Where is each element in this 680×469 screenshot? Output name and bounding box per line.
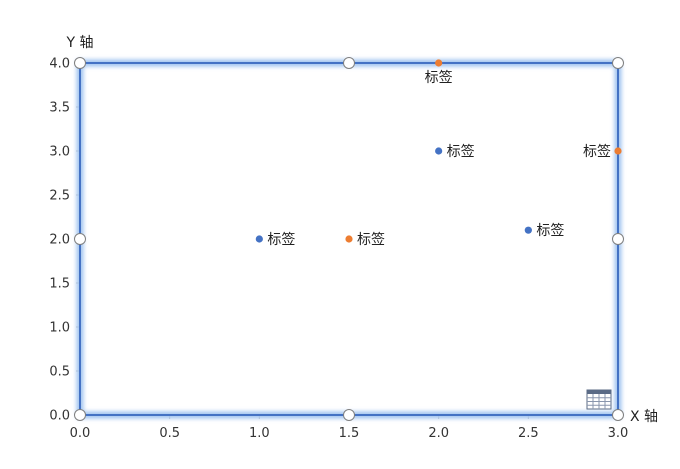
scatter-point (435, 147, 443, 155)
axes: 0.0 0.5 1.0 1.5 2.0 2.5 3.0 3.5 4.0 0.0 0.5 1.0 1.5 2… (49, 35, 658, 441)
data-label: 标签 (425, 69, 453, 86)
data-table-icon-header (587, 390, 611, 394)
x-tick-label: 1.5 (339, 426, 360, 441)
x-axis-title: X 轴 (630, 409, 658, 425)
data-points (255, 59, 622, 243)
x-tick-label: 2.0 (428, 426, 449, 441)
resize-handle[interactable] (612, 409, 624, 421)
resize-handle[interactable] (74, 409, 86, 421)
resize-handle[interactable] (612, 57, 624, 69)
scatter-point (614, 147, 622, 155)
data-label: 标签 (536, 222, 564, 239)
data-table-icon[interactable] (586, 389, 612, 410)
y-tick-label: 2.0 (49, 233, 70, 248)
scatter-point (435, 59, 443, 67)
data-label: 标签 (583, 143, 611, 160)
y-tick-label: 4.0 (49, 57, 70, 72)
y-tick-label: 0.0 (49, 409, 70, 424)
resize-handle[interactable] (612, 233, 624, 245)
x-tick-label: 3.0 (608, 426, 629, 441)
x-tick-label: 2.5 (518, 426, 539, 441)
y-axis-title: Y 轴 (65, 35, 93, 51)
selection-handles[interactable] (74, 57, 624, 421)
y-tick-label: 0.5 (49, 365, 70, 380)
data-label: 标签 (447, 143, 475, 160)
y-tick-label: 1.5 (49, 277, 70, 292)
y-tick-label: 1.0 (49, 321, 70, 336)
x-tick-label: 1.0 (249, 426, 270, 441)
data-label: 标签 (267, 231, 295, 248)
y-tick-label: 2.5 (49, 189, 70, 204)
x-tick-label: 0.5 (159, 426, 180, 441)
scatter-point (255, 235, 263, 243)
resize-handle[interactable] (343, 409, 355, 421)
data-label: 标签 (357, 231, 385, 248)
x-tick-label: 0.0 (70, 426, 91, 441)
scatter-point (345, 235, 353, 243)
resize-handle[interactable] (74, 57, 86, 69)
scatter-point (524, 226, 532, 234)
y-tick-label: 3.0 (49, 145, 70, 160)
y-tick-label: 3.5 (49, 101, 70, 116)
resize-handle[interactable] (74, 233, 86, 245)
resize-handle[interactable] (343, 57, 355, 69)
